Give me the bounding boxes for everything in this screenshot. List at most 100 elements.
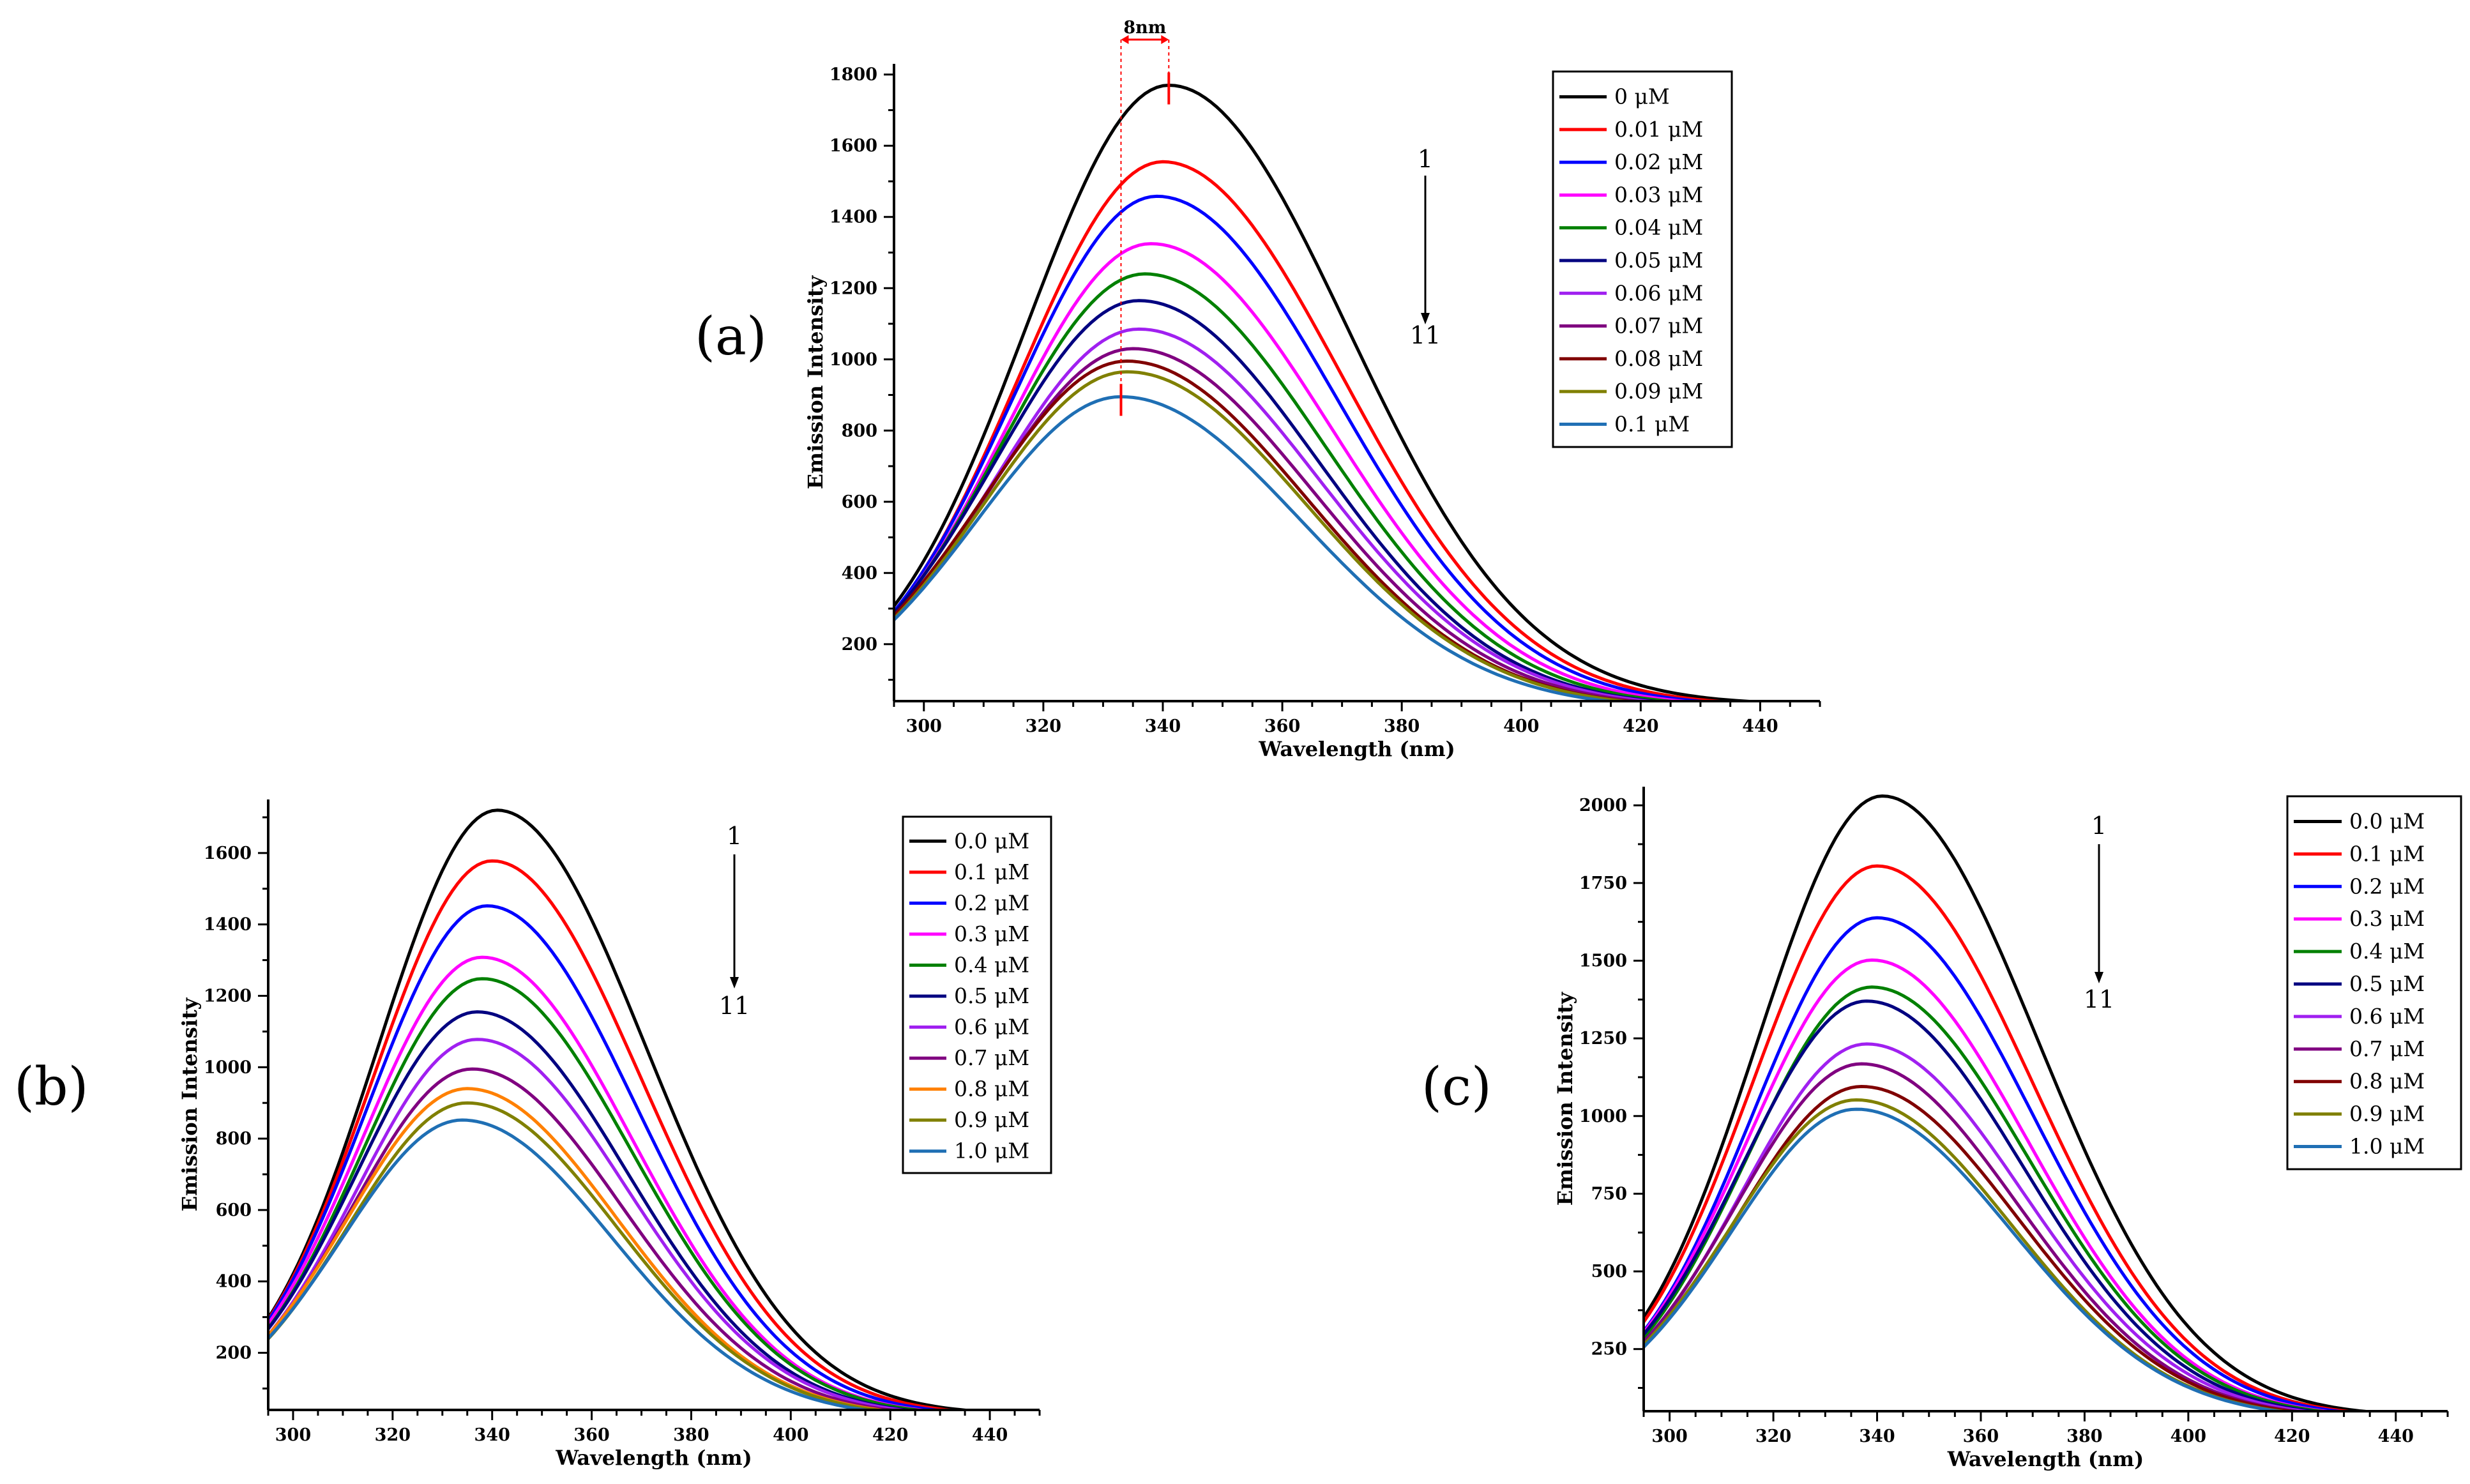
legend-entry: 0.02 μM <box>1614 149 1703 174</box>
series-line-9 <box>1644 1085 2303 1411</box>
legend-entry: 0.4 μM <box>2349 939 2425 964</box>
y-tick-label: 2000 <box>1579 796 1627 815</box>
x-tick-label: 440 <box>2378 1427 2414 1446</box>
y-tick-label: 1750 <box>1579 874 1627 893</box>
legend-entry: 0.0 μM <box>2349 808 2425 833</box>
arrow-end-label: 11 <box>1410 321 1441 349</box>
x-tick-label: 360 <box>1963 1427 1999 1446</box>
peak-shift-annotation: 8nm <box>1119 18 1171 416</box>
x-axis-title: Wavelength (nm) <box>1947 1447 2144 1471</box>
series-line-7 <box>1644 1042 2319 1411</box>
x-axis-title: Wavelength (nm) <box>555 1446 752 1470</box>
legend-entry: 0 μM <box>1614 84 1670 109</box>
x-tick-label: 420 <box>1623 716 1658 736</box>
y-tick-label: 1000 <box>204 1057 252 1077</box>
legend: 0 μM 0.01 μM 0.02 μM 0.03 μM 0.04 μM 0.05 μM 0… <box>1552 70 1733 448</box>
series-line-8 <box>268 1067 904 1410</box>
series-line-8 <box>1644 1062 2308 1411</box>
series-line-3 <box>1644 916 2354 1411</box>
arrow-start-label: 1 <box>727 822 742 850</box>
y-tick-label: 400 <box>842 563 877 583</box>
shift-label: 8nm <box>1123 18 1166 38</box>
legend-entry: 0.06 μM <box>1614 280 1703 305</box>
legend-entry: 0.7 μM <box>2349 1036 2425 1061</box>
y-tick-label: 800 <box>842 421 877 441</box>
arrow-start-label: 1 <box>1418 145 1433 173</box>
y-tick-label: 1500 <box>1579 951 1627 971</box>
legend: 0.0 μM 0.1 μM 0.2 μM 0.3 μM 0.4 μM 0.5 μM 0.6 … <box>902 815 1052 1174</box>
legend-entry: 0.4 μM <box>954 952 1029 977</box>
legend-entry: 0.9 μM <box>954 1107 1029 1132</box>
x-tick-label: 340 <box>474 1425 510 1445</box>
legend-entry: 0.2 μM <box>954 890 1029 915</box>
chart-panel-b: 300 320 340 360 380 400 420 440 200 400 600 800 1000… <box>14 799 1052 1470</box>
series-line-6 <box>894 299 1672 701</box>
x-axis-title: Wavelength (nm) <box>1258 737 1455 761</box>
arrow-end-label: 11 <box>719 992 750 1020</box>
series-line-1 <box>894 84 1777 701</box>
y-tick-label: 1600 <box>830 136 877 156</box>
legend-entry: 1.0 μM <box>954 1139 1029 1163</box>
series-line-9 <box>894 360 1642 701</box>
panel-label: (a) <box>695 307 767 367</box>
legend-entry: 0.3 μM <box>954 921 1029 946</box>
legend-entry: 0.8 μM <box>954 1077 1029 1102</box>
series-line-10 <box>1644 1098 2294 1411</box>
arrow-down-icon <box>1421 313 1430 324</box>
series-line-8 <box>894 347 1653 701</box>
y-tick-label: 600 <box>842 492 877 512</box>
y-tick-label: 1600 <box>204 844 252 863</box>
legend-entry: 0.1 μM <box>2349 841 2425 866</box>
legend-entry: 0.6 μM <box>2349 1004 2425 1029</box>
legend-entry: 0.2 μM <box>2349 874 2425 898</box>
y-tick-label: 1000 <box>830 350 877 370</box>
series-line-1 <box>1644 794 2381 1411</box>
series-lines <box>1644 794 2381 1411</box>
legend-entry: 0.0 μM <box>954 828 1029 853</box>
legend-entry: 0.04 μM <box>1614 215 1703 240</box>
y-tick-label: 1000 <box>1579 1107 1627 1126</box>
y-tick-label: 400 <box>216 1272 252 1292</box>
x-tick-label: 400 <box>773 1425 808 1445</box>
legend-entry: 0.7 μM <box>954 1045 1029 1070</box>
y-tick-label: 200 <box>216 1344 252 1363</box>
y-tick-label: 500 <box>1591 1262 1627 1282</box>
legend-entry: 0.9 μM <box>2349 1102 2425 1126</box>
x-tick-label: 420 <box>872 1425 908 1445</box>
chart-panel-a: 300 320 340 360 380 400 420 440 200 400 600 800 1000… <box>695 64 1821 761</box>
y-tick-label: 800 <box>216 1129 252 1149</box>
legend-entry: 0.08 μM <box>1614 346 1703 371</box>
x-tick-label: 380 <box>673 1425 709 1445</box>
x-tick-label: 300 <box>906 716 942 736</box>
legend-entry: 1.0 μM <box>2349 1134 2425 1159</box>
y-tick-label: 750 <box>1591 1184 1627 1204</box>
x-tick-label: 320 <box>1755 1427 1791 1446</box>
legend: 0.0 μM 0.1 μM 0.2 μM 0.3 μM 0.4 μM 0.5 μM 0.6 … <box>2286 795 2462 1170</box>
arrow-right-icon <box>1161 35 1169 44</box>
y-tick-label: 1250 <box>1579 1029 1627 1049</box>
x-tick-label: 300 <box>1651 1427 1687 1446</box>
arrow-down-icon <box>730 977 739 988</box>
legend-entry: 0.03 μM <box>1614 182 1703 207</box>
legend-entry: 0.07 μM <box>1614 314 1703 338</box>
x-tick-label: 400 <box>1503 716 1539 736</box>
legend-entry: 0.1 μM <box>1614 411 1690 436</box>
series-line-2 <box>268 859 966 1410</box>
series-line-3 <box>268 904 951 1410</box>
y-tick-label: 1400 <box>830 208 877 227</box>
arrow-left-icon <box>1121 35 1129 44</box>
panel-label: (b) <box>14 1057 88 1117</box>
y-tick-label: 250 <box>1591 1340 1627 1359</box>
x-tick-label: 380 <box>2066 1427 2102 1446</box>
series-line-7 <box>268 1038 915 1410</box>
series-line-11 <box>268 1118 878 1410</box>
y-tick-label: 200 <box>842 635 877 655</box>
y-tick-label: 1800 <box>830 65 877 85</box>
series-line-11 <box>1644 1107 2291 1411</box>
x-tick-label: 380 <box>1384 716 1420 736</box>
y-tick-label: 1400 <box>204 915 252 935</box>
x-tick-label: 400 <box>2171 1427 2206 1446</box>
y-axis-title: Emission Intensity <box>1553 991 1577 1206</box>
series-lines <box>894 84 1777 701</box>
x-tick-label: 340 <box>1859 1427 1895 1446</box>
